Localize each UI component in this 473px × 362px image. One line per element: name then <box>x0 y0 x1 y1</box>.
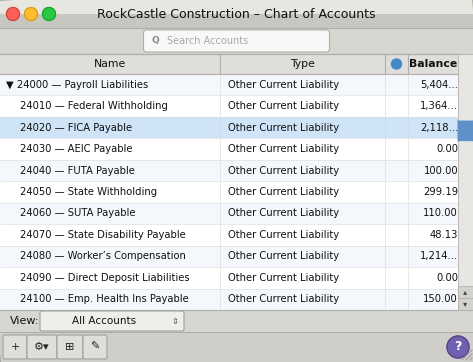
Text: Q: Q <box>152 37 159 46</box>
FancyBboxPatch shape <box>83 335 107 359</box>
FancyBboxPatch shape <box>0 310 473 332</box>
FancyBboxPatch shape <box>458 286 473 298</box>
Text: Balance: Balance <box>409 59 457 69</box>
Text: 24090 — Direct Deposit Liabilities: 24090 — Direct Deposit Liabilities <box>20 273 190 283</box>
Text: All Accounts: All Accounts <box>72 316 136 326</box>
Text: 1,214...: 1,214... <box>420 251 458 261</box>
FancyBboxPatch shape <box>0 28 473 54</box>
Text: Other Current Liability: Other Current Liability <box>228 230 339 240</box>
Text: 24060 — SUTA Payable: 24060 — SUTA Payable <box>20 209 135 218</box>
Text: 0.00: 0.00 <box>436 144 458 154</box>
Text: Other Current Liability: Other Current Liability <box>228 80 339 90</box>
FancyBboxPatch shape <box>457 119 473 143</box>
Text: 24080 — Worker’s Compensation: 24080 — Worker’s Compensation <box>20 251 186 261</box>
FancyBboxPatch shape <box>0 14 473 28</box>
Text: 24070 — State Disability Payable: 24070 — State Disability Payable <box>20 230 186 240</box>
FancyBboxPatch shape <box>0 54 458 74</box>
FancyBboxPatch shape <box>0 0 473 28</box>
FancyBboxPatch shape <box>143 30 330 52</box>
Text: 24030 — AEIC Payable: 24030 — AEIC Payable <box>20 144 132 154</box>
Text: ⇕: ⇕ <box>172 316 178 325</box>
FancyBboxPatch shape <box>0 267 458 289</box>
FancyBboxPatch shape <box>0 138 458 160</box>
FancyBboxPatch shape <box>458 298 473 310</box>
Text: ▾: ▾ <box>464 299 468 308</box>
Text: View:: View: <box>10 316 40 326</box>
Text: ⊞: ⊞ <box>65 342 75 352</box>
Text: 100.00: 100.00 <box>423 165 458 176</box>
FancyBboxPatch shape <box>0 160 458 181</box>
Text: 24040 — FUTA Payable: 24040 — FUTA Payable <box>20 165 135 176</box>
Text: ✎: ✎ <box>90 342 100 352</box>
Text: 110.00: 110.00 <box>423 209 458 218</box>
FancyBboxPatch shape <box>0 181 458 203</box>
Text: 24100 — Emp. Health Ins Payable: 24100 — Emp. Health Ins Payable <box>20 294 189 304</box>
Text: Type: Type <box>290 59 315 69</box>
Circle shape <box>25 8 37 21</box>
Text: Other Current Liability: Other Current Liability <box>228 144 339 154</box>
Text: Other Current Liability: Other Current Liability <box>228 209 339 218</box>
FancyBboxPatch shape <box>27 335 57 359</box>
Text: ▼ 24000 — Payroll Liabilities: ▼ 24000 — Payroll Liabilities <box>6 80 148 90</box>
Text: Name: Name <box>94 59 126 69</box>
Circle shape <box>43 8 55 21</box>
FancyBboxPatch shape <box>0 332 473 362</box>
FancyBboxPatch shape <box>0 224 458 246</box>
Text: Search Accounts: Search Accounts <box>166 36 248 46</box>
Circle shape <box>7 8 19 21</box>
Text: Other Current Liability: Other Current Liability <box>228 101 339 111</box>
Text: 48.13: 48.13 <box>429 230 458 240</box>
Text: 150.00: 150.00 <box>423 294 458 304</box>
FancyBboxPatch shape <box>0 54 458 310</box>
FancyBboxPatch shape <box>40 311 184 331</box>
Text: 1,364...: 1,364... <box>420 101 458 111</box>
FancyBboxPatch shape <box>57 335 83 359</box>
Text: +: + <box>10 342 20 352</box>
Text: Other Current Liability: Other Current Liability <box>228 165 339 176</box>
FancyBboxPatch shape <box>0 74 458 96</box>
Text: Other Current Liability: Other Current Liability <box>228 187 339 197</box>
FancyBboxPatch shape <box>3 335 27 359</box>
Text: RockCastle Construction – Chart of Accounts: RockCastle Construction – Chart of Accou… <box>97 8 376 21</box>
Circle shape <box>447 336 469 358</box>
Text: 5,404...: 5,404... <box>420 80 458 90</box>
FancyBboxPatch shape <box>0 203 458 224</box>
FancyBboxPatch shape <box>0 289 458 310</box>
FancyBboxPatch shape <box>458 54 473 310</box>
Text: Other Current Liability: Other Current Liability <box>228 273 339 283</box>
Circle shape <box>392 59 402 69</box>
Text: 2,118...: 2,118... <box>420 123 458 132</box>
Text: Other Current Liability: Other Current Liability <box>228 123 339 132</box>
FancyBboxPatch shape <box>0 246 458 267</box>
Text: Other Current Liability: Other Current Liability <box>228 251 339 261</box>
Text: ⚙▾: ⚙▾ <box>34 342 50 352</box>
Text: ▴: ▴ <box>464 287 468 296</box>
Text: 24020 — FICA Payable: 24020 — FICA Payable <box>20 123 132 132</box>
FancyBboxPatch shape <box>0 96 458 117</box>
Text: ?: ? <box>454 341 462 354</box>
Text: Other Current Liability: Other Current Liability <box>228 294 339 304</box>
FancyBboxPatch shape <box>0 117 458 138</box>
Text: 299.19: 299.19 <box>423 187 458 197</box>
Text: 24010 — Federal Withholding: 24010 — Federal Withholding <box>20 101 168 111</box>
Text: 0.00: 0.00 <box>436 273 458 283</box>
Text: 24050 — State Withholding: 24050 — State Withholding <box>20 187 157 197</box>
